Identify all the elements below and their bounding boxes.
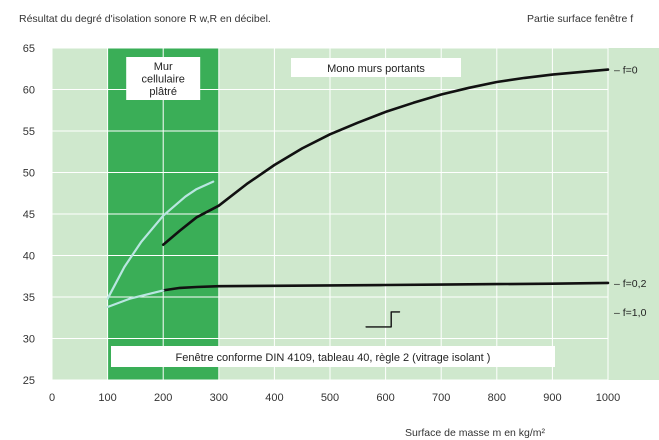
- series-line-4: [106, 180, 215, 300]
- x-axis-title: Surface de masse m en kg/m²: [405, 427, 546, 439]
- y-tick-label: 55: [23, 126, 35, 138]
- series-line-2: [161, 281, 610, 292]
- grid-lines: [51, 47, 609, 381]
- y-tick-label: 45: [23, 209, 35, 221]
- mono-label: Mono murs portants: [327, 63, 425, 75]
- mono-label-box: Mono murs portants: [291, 58, 461, 77]
- region-label: Mur cellulaire plâtré: [141, 61, 184, 98]
- x-tick-label: 600: [376, 392, 394, 404]
- x-tick-label: 900: [543, 392, 561, 404]
- series-label: – f=0,2: [614, 278, 647, 290]
- series-layer: [106, 68, 610, 328]
- x-tick-label: 200: [154, 392, 172, 404]
- y-tick-label: 30: [23, 334, 35, 346]
- y-tick-label: 25: [23, 375, 35, 387]
- x-tick-labels: 0 100 200 300 400 500 600 700 800 900 1000: [49, 392, 620, 404]
- y-tick-labels: 25 30 35 40 45 50 55 60 65: [23, 43, 35, 387]
- window-label-box: Fenêtre conforme DIN 4109, tableau 40, r…: [111, 346, 555, 367]
- x-tick-label: 300: [210, 392, 228, 404]
- y-tick-label: 50: [23, 168, 35, 180]
- x-tick-label: 400: [265, 392, 283, 404]
- series-label: – f=0: [614, 65, 638, 77]
- series-line-3: [365, 311, 401, 328]
- x-tick-label: 800: [488, 392, 506, 404]
- x-tick-label: 700: [432, 392, 450, 404]
- series-line-5: [106, 289, 165, 309]
- region-label-box: Mur cellulaire plâtré: [126, 57, 201, 100]
- x-tick-label: 0: [49, 392, 55, 404]
- x-tick-label: 500: [321, 392, 339, 404]
- y-tick-label: 65: [23, 43, 35, 55]
- y-tick-label: 60: [23, 85, 35, 97]
- right-axis-title: Partie surface fenêtre f: [527, 13, 633, 25]
- series-label: – f=1,0: [614, 307, 647, 319]
- y-tick-label: 35: [23, 292, 35, 304]
- series-line-1: [161, 68, 610, 246]
- window-label: Fenêtre conforme DIN 4109, tableau 40, r…: [176, 352, 491, 364]
- y-tick-label: 40: [23, 251, 35, 263]
- x-tick-label: 1000: [596, 392, 620, 404]
- x-tick-label: 100: [98, 392, 116, 404]
- series-labels: – f=0 – f=0,2 – f=1,0: [614, 65, 647, 319]
- y-axis-title: Résultat du degré d'isolation sonore R w…: [19, 13, 271, 25]
